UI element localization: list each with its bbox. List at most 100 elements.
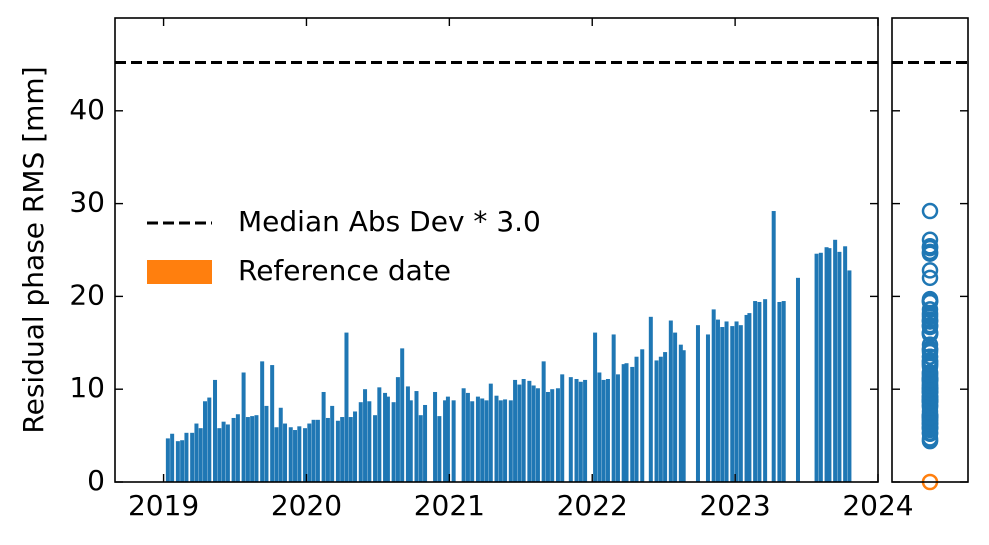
bar bbox=[494, 395, 499, 482]
bar bbox=[654, 360, 659, 482]
bar bbox=[663, 352, 668, 482]
bar bbox=[753, 301, 758, 482]
y-axis-label: Residual phase RMS [mm] bbox=[17, 66, 50, 433]
bar bbox=[648, 316, 653, 482]
bar bbox=[321, 391, 326, 482]
bar bbox=[443, 400, 448, 482]
bar bbox=[165, 438, 170, 482]
bar bbox=[241, 372, 246, 482]
bar bbox=[601, 379, 606, 482]
bar bbox=[340, 417, 345, 482]
bar bbox=[730, 326, 735, 482]
bar bbox=[634, 356, 639, 482]
x-tick-label: 2024 bbox=[842, 489, 913, 522]
bar bbox=[545, 391, 550, 482]
bar bbox=[358, 402, 363, 482]
bar bbox=[517, 384, 522, 482]
bar bbox=[747, 313, 752, 482]
distribution-point bbox=[921, 243, 939, 261]
distribution-point bbox=[921, 262, 939, 279]
distribution-point bbox=[921, 348, 939, 365]
bar bbox=[843, 246, 848, 482]
bar bbox=[673, 332, 678, 482]
bar bbox=[535, 388, 540, 482]
bar bbox=[315, 419, 320, 482]
bar bbox=[423, 404, 428, 482]
distribution-point bbox=[921, 269, 939, 287]
distribution-point bbox=[921, 316, 939, 334]
bar bbox=[217, 428, 222, 482]
bar bbox=[470, 401, 475, 482]
distribution-point bbox=[921, 341, 939, 359]
bar bbox=[678, 344, 683, 482]
bar bbox=[330, 405, 335, 482]
bar bbox=[311, 419, 316, 482]
bar bbox=[550, 389, 555, 482]
bar bbox=[488, 383, 493, 482]
bar bbox=[391, 402, 396, 482]
bar bbox=[527, 380, 532, 482]
bar bbox=[264, 405, 269, 482]
distribution-point bbox=[921, 238, 939, 255]
x-tick-label: 2019 bbox=[128, 489, 199, 522]
bar bbox=[270, 365, 275, 482]
bar bbox=[353, 411, 358, 482]
bar bbox=[744, 314, 749, 482]
bar bbox=[531, 385, 536, 482]
bar bbox=[408, 400, 413, 482]
bar bbox=[465, 392, 470, 482]
bar bbox=[795, 277, 800, 482]
bar bbox=[568, 377, 573, 482]
distribution-point bbox=[921, 292, 939, 310]
bar bbox=[611, 334, 616, 482]
y-tick-label: 10 bbox=[69, 371, 105, 404]
bar bbox=[818, 252, 823, 482]
y-tick-label: 40 bbox=[69, 93, 105, 126]
bar bbox=[615, 374, 620, 482]
bar bbox=[344, 332, 349, 482]
bar bbox=[724, 321, 729, 482]
bar bbox=[325, 417, 330, 482]
bar bbox=[555, 388, 560, 482]
bar bbox=[475, 396, 480, 482]
bar bbox=[303, 428, 308, 482]
distribution-point bbox=[921, 336, 939, 353]
legend-label: Reference date bbox=[238, 254, 451, 287]
bar bbox=[521, 378, 526, 482]
bar bbox=[437, 416, 442, 482]
bar bbox=[203, 401, 208, 482]
bar bbox=[231, 417, 236, 482]
bar bbox=[433, 391, 438, 482]
bar bbox=[451, 400, 456, 482]
bar bbox=[367, 401, 372, 482]
bar bbox=[827, 248, 832, 482]
bar bbox=[498, 400, 503, 482]
legend-reference-swatch bbox=[147, 260, 212, 284]
bar bbox=[833, 239, 838, 482]
bar bbox=[235, 414, 240, 482]
bar bbox=[348, 417, 353, 482]
bar bbox=[605, 378, 610, 482]
bar bbox=[777, 301, 782, 482]
bar bbox=[274, 427, 279, 482]
x-tick-label: 2020 bbox=[271, 489, 342, 522]
bar bbox=[668, 320, 673, 482]
bar bbox=[513, 379, 518, 482]
bar bbox=[278, 407, 283, 482]
bar bbox=[560, 374, 565, 482]
bar bbox=[225, 424, 230, 482]
bar bbox=[781, 301, 786, 482]
bar bbox=[597, 372, 602, 482]
bar bbox=[175, 441, 180, 482]
bar bbox=[484, 400, 489, 482]
bar bbox=[738, 325, 743, 482]
bar bbox=[207, 397, 212, 482]
bar bbox=[705, 334, 710, 482]
bar bbox=[335, 420, 340, 482]
bar bbox=[480, 398, 485, 482]
bar bbox=[213, 379, 218, 482]
distribution-point bbox=[921, 231, 939, 249]
bar bbox=[400, 348, 405, 482]
bar bbox=[837, 251, 842, 482]
bar bbox=[283, 423, 288, 482]
